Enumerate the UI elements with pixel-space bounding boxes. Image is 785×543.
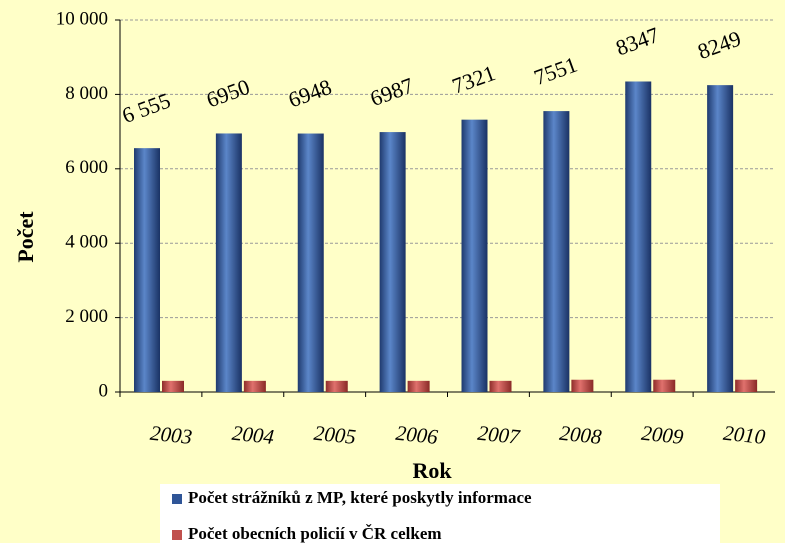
bar — [625, 81, 652, 392]
y-tick-label: 2 000 — [65, 306, 108, 327]
x-tick-label: 2008 — [558, 421, 603, 449]
bar — [215, 133, 242, 392]
bar — [325, 380, 348, 392]
x-tick-label: 2005 — [313, 421, 357, 449]
y-tick-label: 6 000 — [65, 157, 108, 178]
bar — [653, 379, 676, 392]
x-tick-label: 2003 — [149, 421, 193, 449]
legend-swatch — [172, 494, 182, 504]
value-label: 7321 — [449, 60, 499, 99]
x-tick-label: 2006 — [395, 421, 440, 449]
value-label: 6950 — [203, 74, 253, 113]
value-label: 6987 — [367, 73, 417, 112]
value-label: 8347 — [612, 22, 662, 61]
legend-label: Počet obecních policií v ČR celkem — [188, 524, 442, 543]
x-tick-label: 2004 — [231, 421, 276, 449]
bar — [297, 133, 324, 392]
bar — [134, 148, 160, 392]
x-tick-label: 2010 — [722, 421, 767, 449]
y-tick-label: 0 — [99, 380, 109, 401]
x-tick-label: 2007 — [477, 421, 523, 449]
value-label: 6948 — [285, 74, 335, 113]
y-tick-label: 4 000 — [65, 232, 108, 253]
x-axis-title: Rok — [412, 458, 452, 483]
value-label: 8249 — [694, 26, 744, 65]
value-label: 6 555 — [119, 88, 174, 128]
bar — [735, 379, 758, 392]
bar — [489, 380, 512, 392]
bar — [707, 85, 734, 392]
x-tick-label: 2009 — [640, 421, 685, 449]
legend-label: Počet strážníků z MP, které poskytly inf… — [188, 488, 532, 507]
bar — [243, 380, 266, 392]
bar — [162, 380, 184, 392]
value-label: 7551 — [531, 52, 581, 91]
y-tick-label: 8 000 — [65, 83, 108, 104]
legend-swatch — [172, 530, 182, 540]
y-axis-title: Počet — [13, 211, 38, 263]
bar — [407, 380, 430, 392]
bar — [543, 111, 570, 393]
bar — [571, 379, 594, 392]
bar — [379, 132, 406, 392]
bar — [461, 119, 488, 392]
legend-box — [160, 484, 720, 543]
y-tick-label: 10 000 — [56, 8, 108, 29]
